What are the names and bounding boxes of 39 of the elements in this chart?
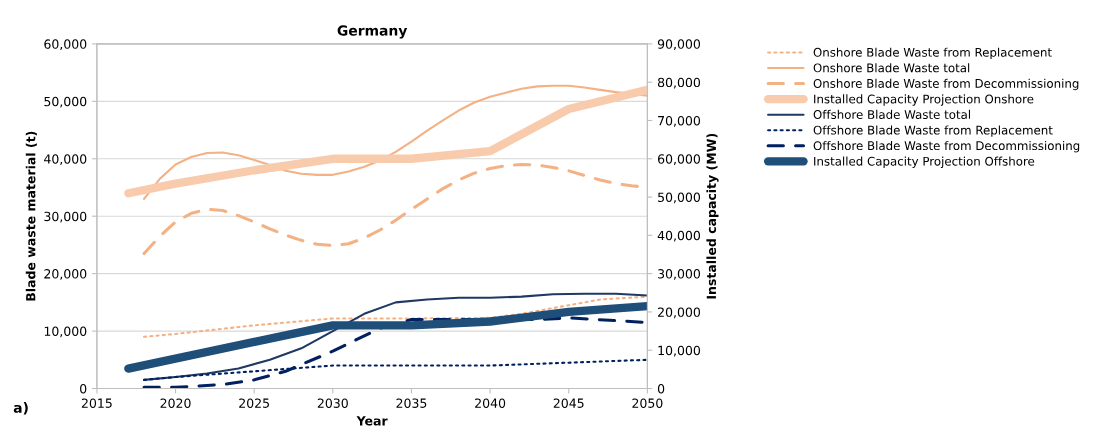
text: a)	[13, 402, 28, 415]
y-tick-label: 60,000	[44, 39, 87, 51]
y-tick-label: 40,000	[44, 154, 87, 165]
legend-label: Installed Capacity Projection Offshore	[814, 156, 1035, 168]
x-axis-title: Year	[356, 416, 388, 426]
y2-tick-label: 50,000	[658, 192, 701, 204]
legend-label: Offshore Blade Waste total	[813, 109, 970, 119]
line-series	[143, 295, 648, 338]
legend-label: Onshore Blade Waste from Decommissioning	[813, 78, 1079, 91]
y2-tick-label: 10,000	[658, 345, 701, 357]
x-tick-label: 2040	[475, 398, 506, 408]
x-tick-label: 2035	[396, 398, 427, 408]
legend-label: Offshore Blade Waste from Replacement	[813, 125, 1053, 137]
y-tick-label: 30,000	[44, 211, 87, 223]
y2-tick-label: 20,000	[658, 307, 701, 319]
y2-tick-label: 70,000	[658, 115, 701, 127]
y2-tick-label: 30,000	[658, 269, 701, 280]
y-tick-label: 50,000	[44, 96, 87, 108]
x-tick-label: 2015	[81, 398, 112, 408]
y2-tick-label: 60,000	[657, 154, 701, 165]
x-tick-label: 2050	[632, 398, 663, 408]
y-tick-label: 10,000	[44, 326, 87, 338]
legend-label: Onshore Blade Waste total	[813, 63, 970, 73]
y-axis-title: Blade waste material (t)	[25, 131, 37, 301]
x-tick-label: 2045	[553, 398, 584, 408]
y-tick-label: 0	[80, 383, 87, 394]
y2-tick-label: 0	[657, 383, 665, 394]
y2-tick-label: 80,000	[657, 77, 701, 89]
chart-title: Germany	[337, 25, 408, 39]
x-tick-label: 2025	[239, 398, 269, 408]
y-tick-label: 20,000	[44, 269, 87, 280]
legend-label: Onshore Blade Waste from Replacement	[813, 47, 1052, 60]
y2-tick-label: 90,000	[657, 39, 701, 51]
y2-tick-label: 40,000	[657, 230, 701, 242]
legend-label: Installed Capacity Projection Onshore	[814, 94, 1034, 106]
legend-label: Offshore Blade Waste from Decommissioning	[813, 140, 1080, 153]
x-tick-label: 2030	[317, 398, 348, 408]
y2-axis-title: Installed capacity (MW)	[706, 133, 719, 299]
x-tick-label: 2020	[160, 398, 191, 408]
